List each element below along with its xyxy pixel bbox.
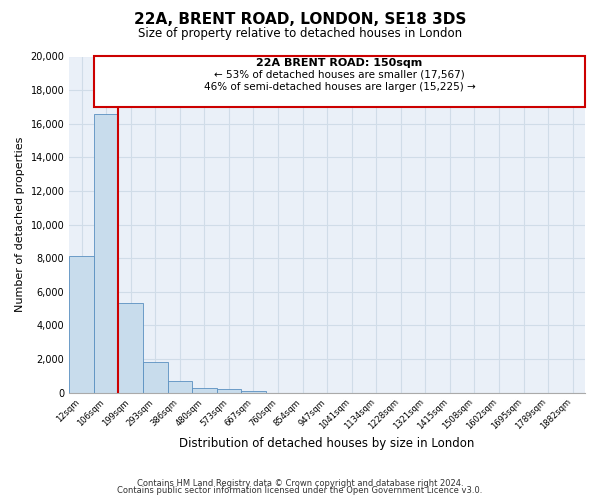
Text: Size of property relative to detached houses in London: Size of property relative to detached ho… xyxy=(138,28,462,40)
Text: 46% of semi-detached houses are larger (15,225) →: 46% of semi-detached houses are larger (… xyxy=(203,82,475,92)
FancyBboxPatch shape xyxy=(94,56,585,107)
Bar xyxy=(241,391,266,392)
Bar xyxy=(143,362,167,392)
Text: 22A BRENT ROAD: 150sqm: 22A BRENT ROAD: 150sqm xyxy=(256,58,422,68)
Bar xyxy=(118,304,143,392)
Bar xyxy=(94,114,118,392)
Text: Contains HM Land Registry data © Crown copyright and database right 2024.: Contains HM Land Registry data © Crown c… xyxy=(137,478,463,488)
Bar xyxy=(69,256,94,392)
Text: 22A, BRENT ROAD, LONDON, SE18 3DS: 22A, BRENT ROAD, LONDON, SE18 3DS xyxy=(134,12,466,28)
Bar xyxy=(192,388,217,392)
X-axis label: Distribution of detached houses by size in London: Distribution of detached houses by size … xyxy=(179,437,475,450)
Y-axis label: Number of detached properties: Number of detached properties xyxy=(15,137,25,312)
Text: Contains public sector information licensed under the Open Government Licence v3: Contains public sector information licen… xyxy=(118,486,482,495)
Bar xyxy=(217,389,241,392)
Text: ← 53% of detached houses are smaller (17,567): ← 53% of detached houses are smaller (17… xyxy=(214,70,465,80)
Bar xyxy=(167,381,192,392)
